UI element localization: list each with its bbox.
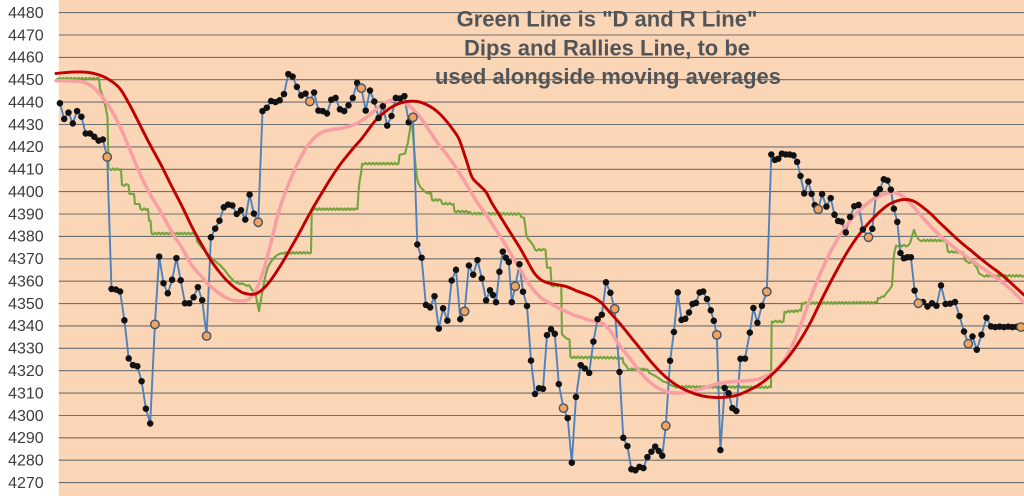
svg-text:4360: 4360 (8, 274, 44, 291)
svg-text:4420: 4420 (8, 139, 44, 156)
svg-text:used alongside moving averages: used alongside moving averages (435, 64, 781, 89)
svg-text:4460: 4460 (8, 50, 44, 67)
svg-text:4390: 4390 (8, 206, 44, 223)
svg-text:4410: 4410 (8, 162, 44, 179)
svg-text:4350: 4350 (8, 296, 44, 313)
svg-text:4470: 4470 (8, 27, 44, 44)
svg-text:4300: 4300 (8, 408, 44, 425)
svg-text:4450: 4450 (8, 72, 44, 89)
svg-text:4270: 4270 (8, 475, 44, 492)
svg-text:4320: 4320 (8, 363, 44, 380)
svg-text:4370: 4370 (8, 251, 44, 268)
svg-text:4280: 4280 (8, 453, 44, 470)
svg-text:4380: 4380 (8, 229, 44, 246)
svg-text:Dips and Rallies Line, to be: Dips and Rallies Line, to be (464, 35, 750, 60)
svg-text:4430: 4430 (8, 117, 44, 134)
svg-text:4310: 4310 (8, 385, 44, 402)
svg-text:4480: 4480 (8, 5, 44, 22)
svg-text:4340: 4340 (8, 318, 44, 335)
svg-text:Green Line is "D and R Line": Green Line is "D and R Line" (457, 6, 758, 31)
svg-text:4330: 4330 (8, 341, 44, 358)
svg-text:4400: 4400 (8, 184, 44, 201)
svg-text:4440: 4440 (8, 94, 44, 111)
svg-text:4290: 4290 (8, 430, 44, 447)
